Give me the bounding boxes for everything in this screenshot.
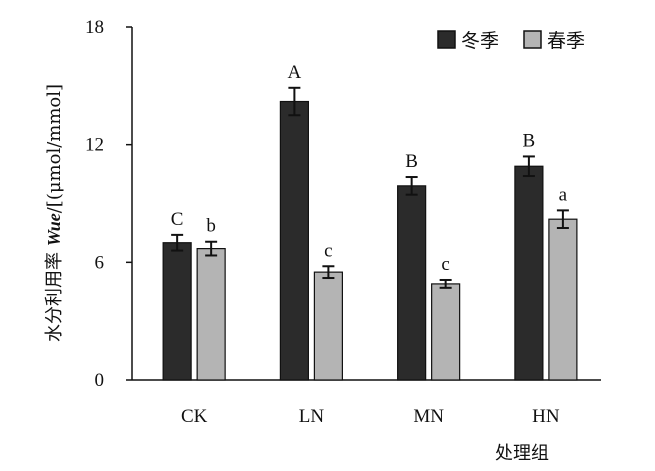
y-tick-label: 0 — [95, 370, 105, 391]
x-tick-label: LN — [299, 406, 325, 427]
y-axis-title: 水分利用率 Wue/[(μmol/mmol] — [44, 84, 65, 342]
bar — [397, 185, 427, 381]
significance-label: C — [171, 209, 184, 230]
bar — [548, 218, 578, 381]
x-tick-label: CK — [181, 406, 208, 427]
y-tick-label: 12 — [85, 135, 104, 156]
significance-label: a — [559, 184, 568, 205]
y-tick-label: 6 — [95, 252, 105, 273]
y-axis-title-suffix: /[(μmol/mmol] — [44, 84, 65, 213]
significance-label: b — [206, 216, 216, 237]
bar — [196, 248, 226, 381]
bar — [162, 242, 192, 381]
significance-label: c — [324, 240, 332, 261]
x-axis-title: 处理组 — [495, 443, 549, 464]
significance-label: B — [523, 130, 536, 151]
x-tick-labels: CK LN MN HN — [181, 406, 560, 427]
legend-swatch-spring — [523, 30, 542, 49]
bar — [431, 283, 461, 381]
x-tick-label: MN — [413, 406, 444, 427]
legend-label-winter: 冬季 — [461, 30, 499, 52]
y-tick-label: 18 — [85, 17, 104, 38]
significance-label: A — [288, 62, 302, 83]
y-ticks: 0 6 12 18 — [85, 17, 132, 391]
y-axis-title-prefix: 水分利用率 — [44, 246, 65, 342]
legend: 冬季 春季 — [437, 30, 585, 52]
bar — [279, 100, 309, 381]
legend-swatch-winter — [437, 30, 456, 49]
significance-label: c — [441, 254, 449, 275]
y-axis-title-italic: Wue — [44, 213, 64, 246]
bar — [514, 165, 544, 381]
x-tick-label: HN — [532, 406, 560, 427]
legend-label-spring: 春季 — [547, 30, 585, 52]
bar — [313, 271, 343, 381]
significance-label: B — [405, 151, 418, 172]
